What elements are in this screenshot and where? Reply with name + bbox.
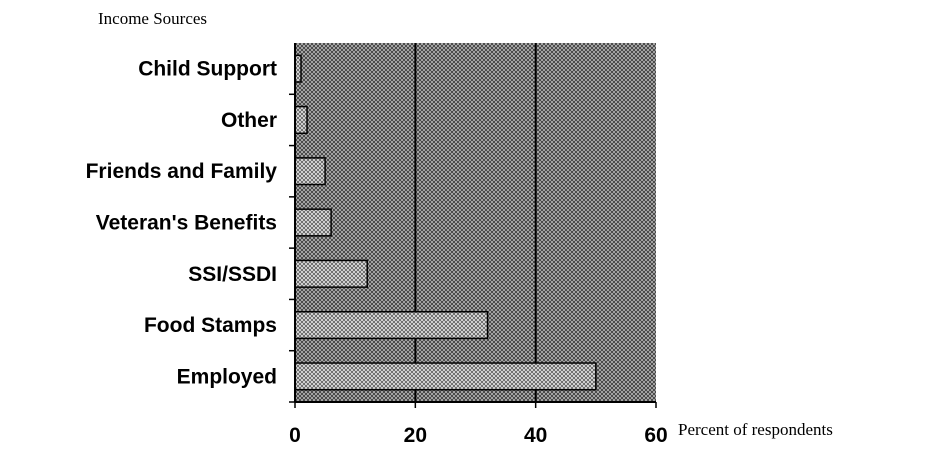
x-tick-label: 0 [289,424,301,447]
plot-area [295,43,656,402]
bar-3 [294,208,332,237]
bar-4 [294,259,368,288]
bar-2 [294,157,326,186]
bar-1 [294,105,308,135]
x-axis-title: Percent of respondents [678,420,833,439]
category-label: SSI/SSDI [188,263,277,286]
category-label: Other [221,109,277,132]
category-label: Employed [177,365,277,388]
x-tick-label: 40 [524,424,547,447]
bar-6 [294,362,597,391]
y-axis-title: Income Sources [98,9,207,28]
category-label: Friends and Family [86,160,278,183]
category-label: Veteran's Benefits [96,212,277,235]
x-tick-label: 20 [404,424,427,447]
category-label: Food Stamps [144,314,277,337]
category-label: Child Support [138,58,277,81]
x-tick-label: 60 [644,424,667,447]
bar-5 [294,310,489,340]
